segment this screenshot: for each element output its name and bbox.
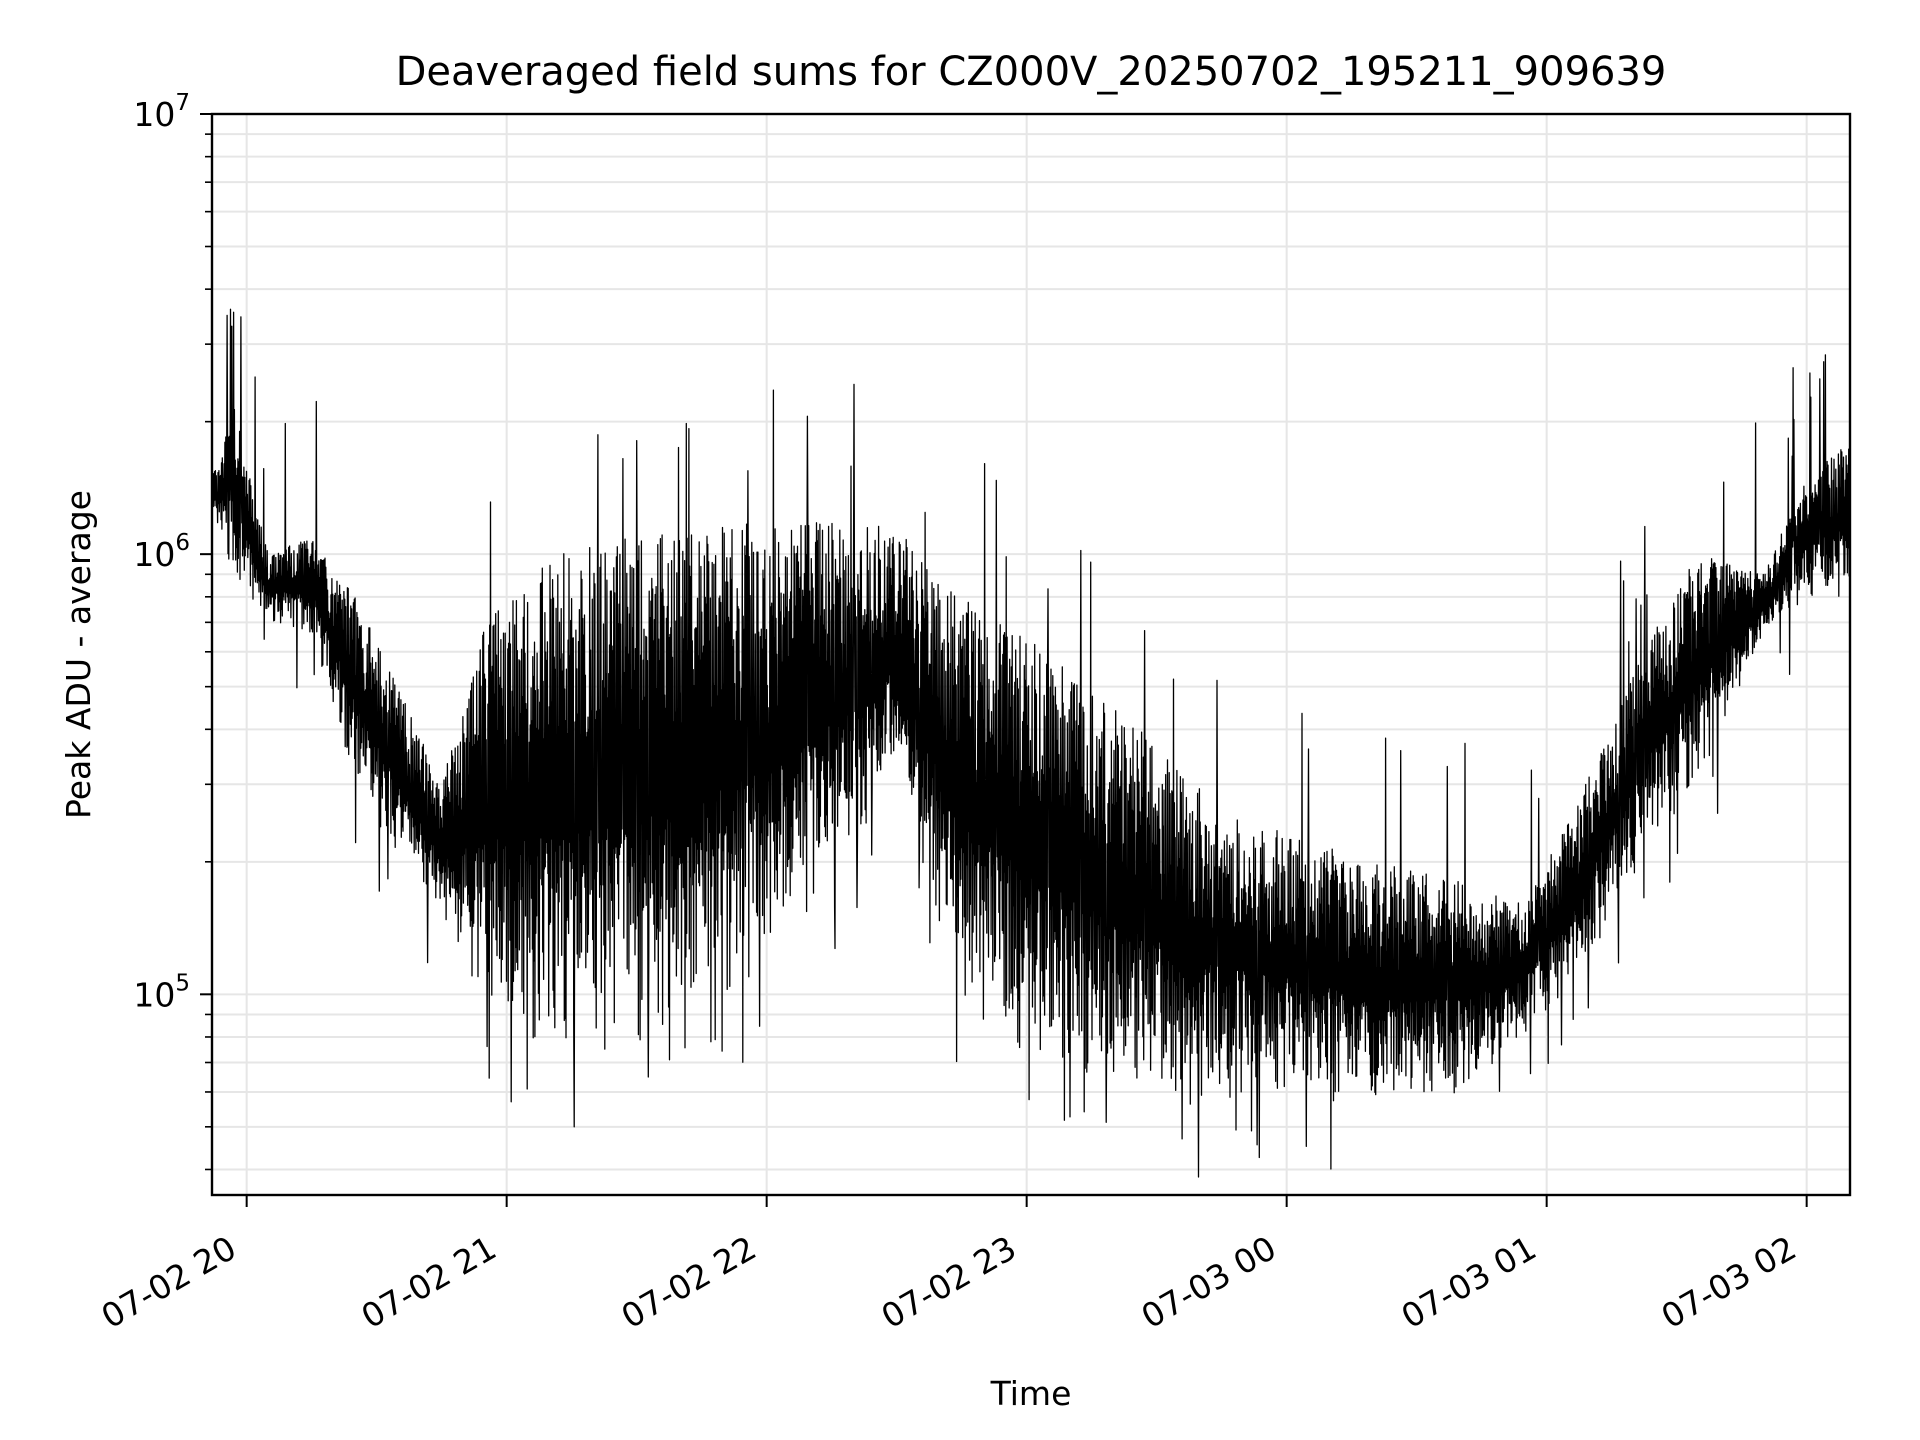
y-tick-label: 105 bbox=[133, 970, 190, 1014]
plot-frame bbox=[210, 112, 1852, 1197]
y-tick-label: 107 bbox=[133, 90, 190, 134]
x-axis-title: Time bbox=[990, 1374, 1072, 1413]
series-line bbox=[211, 308, 1851, 1178]
chart-title: Deaveraged field sums for CZ000V_2025070… bbox=[396, 49, 1667, 95]
series-layer bbox=[211, 308, 1851, 1178]
y-tick-label: 106 bbox=[133, 530, 190, 574]
y-axis-title: Peak ADU - average bbox=[59, 490, 98, 819]
